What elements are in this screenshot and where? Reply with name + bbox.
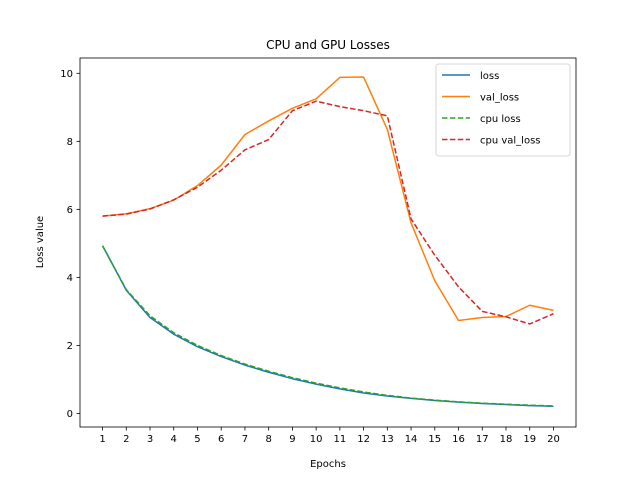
x-tick-label: 6 bbox=[218, 434, 224, 445]
series-line-cpu-loss bbox=[101, 245, 554, 407]
x-tick-label: 5 bbox=[194, 434, 200, 445]
x-tick-label: 7 bbox=[242, 434, 248, 445]
x-tick-label: 2 bbox=[123, 434, 129, 445]
x-tick-label: 18 bbox=[500, 434, 513, 445]
legend-label: cpu val_loss bbox=[480, 136, 541, 147]
x-tick-label: 19 bbox=[523, 434, 536, 445]
x-tick-label: 13 bbox=[381, 434, 394, 445]
x-tick-label: 9 bbox=[289, 434, 295, 445]
x-tick-label: 8 bbox=[265, 434, 271, 445]
x-axis-label: Epochs bbox=[310, 459, 346, 470]
x-tick-label: 15 bbox=[428, 434, 441, 445]
y-tick-label: 4 bbox=[67, 273, 73, 284]
x-tick-label: 17 bbox=[476, 434, 489, 445]
y-tick-label: 2 bbox=[67, 341, 73, 352]
x-tick-label: 1 bbox=[99, 434, 105, 445]
x-tick-label: 20 bbox=[547, 434, 560, 445]
series-line-cpu-val-loss bbox=[102, 100, 554, 325]
series-line-val-loss bbox=[102, 76, 554, 322]
legend-box bbox=[435, 63, 571, 157]
y-tick-label: 0 bbox=[67, 409, 73, 420]
legend-label: val_loss bbox=[480, 93, 519, 104]
y-tick-label: 8 bbox=[67, 137, 73, 148]
x-tick-label: 11 bbox=[333, 434, 346, 445]
axes-frame bbox=[79, 57, 577, 428]
legend-label: cpu loss bbox=[480, 114, 521, 125]
x-tick-label: 14 bbox=[405, 434, 418, 445]
legend-label: loss bbox=[480, 71, 499, 82]
x-tick-label: 12 bbox=[357, 434, 370, 445]
x-tick-label: 4 bbox=[171, 434, 177, 445]
y-tick-label: 10 bbox=[60, 69, 73, 80]
chart-title: CPU and GPU Losses bbox=[266, 38, 390, 52]
x-tick-label: 3 bbox=[147, 434, 153, 445]
x-tick-label: 10 bbox=[310, 434, 323, 445]
y-tick-label: 6 bbox=[67, 205, 73, 216]
y-axis-label: Loss value bbox=[35, 216, 46, 268]
x-tick-label: 16 bbox=[452, 434, 465, 445]
